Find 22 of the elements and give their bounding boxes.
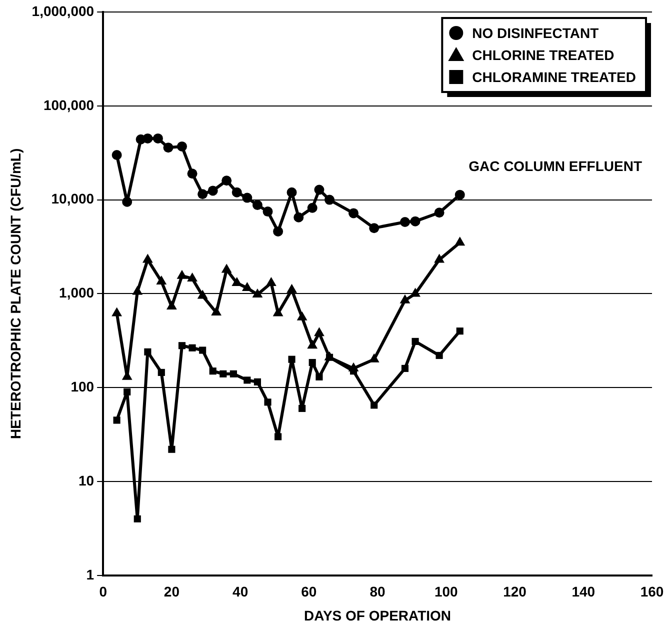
y-tick-label: 1,000,000 [32,2,94,19]
x-tick-label: 20 [164,584,180,600]
legend-label: NO DISINFECTANT [472,24,600,41]
y-tick-label: 10 [78,472,94,488]
y-tick-label: 1,000 [59,284,94,301]
y-axis-title: HETEROTROPHIC PLATE COUNT (CFU/mL) [7,148,24,440]
x-tick-label: 120 [503,584,527,600]
x-tick-label: 80 [370,584,386,600]
x-tick-label: 160 [640,584,664,600]
x-tick-label: 100 [434,584,458,600]
x-tick-label: 0 [99,584,108,600]
y-tick-label: 100 [70,378,94,394]
y-tick-label: 1 [86,566,94,582]
x-axis-title: DAYS OF OPERATION [304,607,452,624]
legend-label: CHLORAMINE TREATED [472,68,636,85]
x-tick-label: 140 [572,584,596,600]
x-tick-label: 60 [301,584,317,600]
y-tick-label: 100,000 [43,96,94,113]
y-tick-label: 10,000 [51,190,94,207]
legend-label: CHLORINE TREATED [472,46,614,63]
x-tick-label: 40 [232,584,248,600]
annotation: GAC COLUMN EFFLUENT [468,158,642,174]
